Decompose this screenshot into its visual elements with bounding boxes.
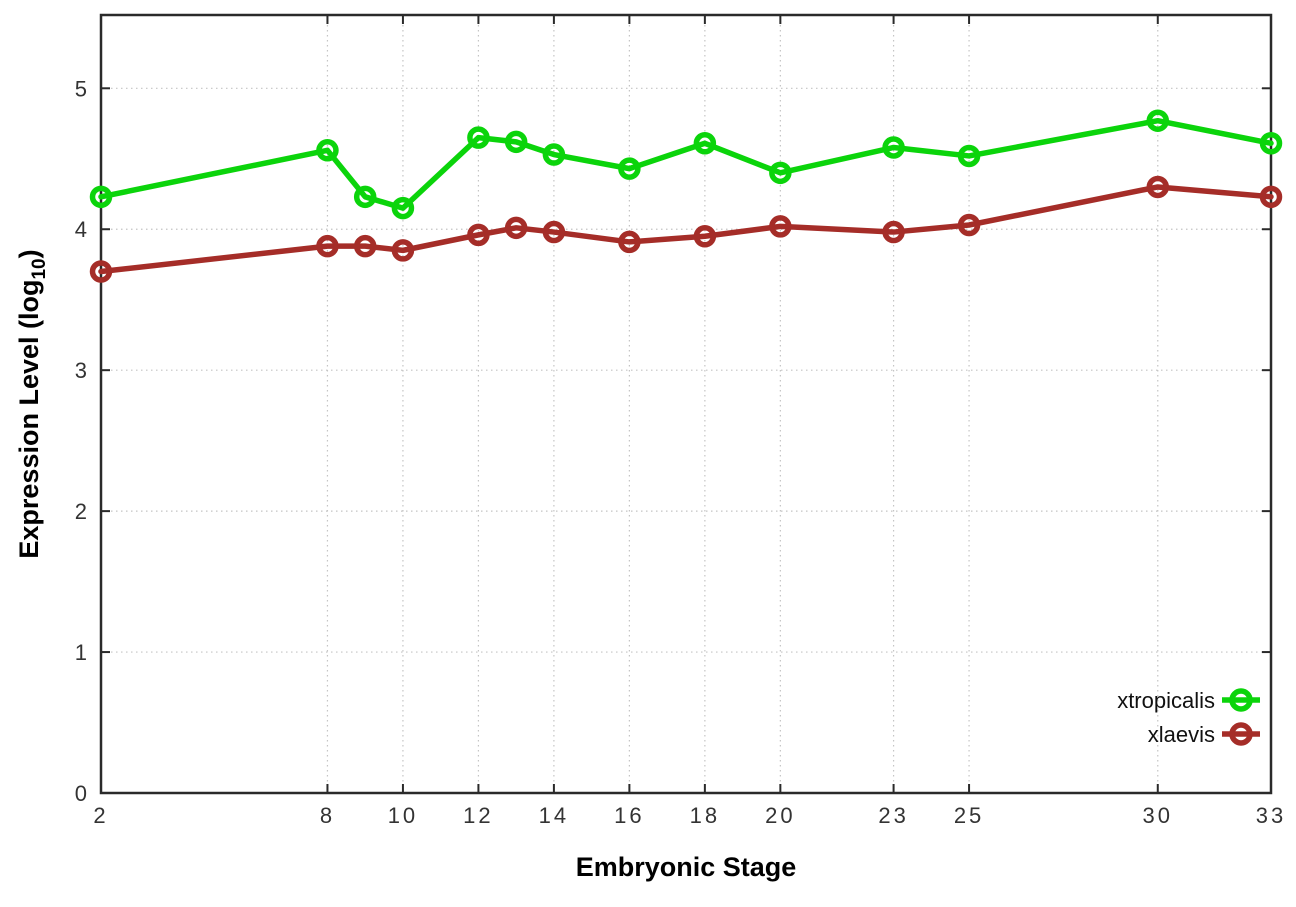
x-tick-label: 33 [1256, 803, 1286, 828]
data-point-xtropicalis [769, 161, 792, 185]
x-tick-labels: 2 8 10 12 14 16 18 20 23 25 30 33 [93, 803, 1286, 828]
y-tick-label: 1 [75, 640, 87, 665]
data-point-xtropicalis [957, 144, 981, 168]
data-point-xlaevis [1259, 185, 1283, 209]
y-axis-title-close: ) [14, 249, 44, 258]
data-point-xlaevis [467, 223, 490, 247]
data-point-xtropicalis [353, 185, 377, 209]
x-tick-label: 16 [614, 803, 644, 828]
x-tick-label: 12 [463, 803, 493, 828]
x-tick-label: 30 [1143, 803, 1173, 828]
gridlines [101, 15, 1271, 793]
y-axis-title-main: Expression Level (log [14, 280, 44, 559]
y-tick-label: 4 [75, 217, 87, 242]
data-point-xtropicalis [89, 185, 113, 209]
x-tick-label: 23 [878, 803, 908, 828]
data-series [89, 109, 1283, 283]
data-point-xtropicalis [391, 196, 415, 220]
data-point-xlaevis [618, 230, 641, 254]
y-tick-label: 0 [75, 781, 87, 806]
data-point-xtropicalis [542, 143, 566, 166]
data-point-xlaevis [542, 220, 566, 244]
x-tick-label: 10 [388, 803, 418, 828]
data-point-xlaevis [882, 220, 905, 244]
y-tick-label: 5 [75, 76, 87, 101]
legend-sample-marker-xlaevis [1229, 722, 1253, 746]
data-point-xtropicalis [1146, 109, 1170, 132]
x-tick-label: 20 [765, 803, 795, 828]
x-tick-label: 8 [320, 803, 335, 828]
y-axis-title: Expression Level (log10) [14, 249, 50, 558]
y-tick-label: 3 [75, 358, 87, 383]
data-point-xtropicalis [693, 132, 717, 155]
data-point-xtropicalis [618, 157, 641, 180]
y-tick-labels: 0 1 2 3 4 5 [75, 76, 87, 806]
y-axis-title-subscript: 10 [29, 258, 50, 279]
x-tick-label: 18 [690, 803, 720, 828]
data-point-xlaevis [391, 239, 415, 262]
data-point-xtropicalis [1259, 132, 1283, 155]
legend-label-xtropicalis: xtropicalis [1117, 688, 1215, 713]
x-tick-label: 25 [954, 803, 984, 828]
data-point-xlaevis [316, 234, 339, 258]
legend-label-xlaevis: xlaevis [1148, 722, 1215, 747]
y-tick-label: 2 [75, 499, 87, 524]
legend: xtropicalis xlaevis [1117, 688, 1260, 747]
x-tick-label: 14 [539, 803, 569, 828]
data-point-xlaevis [957, 213, 981, 237]
data-point-xlaevis [353, 234, 377, 258]
data-point-xtropicalis [467, 126, 490, 149]
x-axis-title: Embryonic Stage [576, 852, 797, 882]
series-line-xtropicalis [98, 117, 1274, 211]
data-point-xtropicalis [316, 139, 339, 162]
data-point-xlaevis [693, 225, 717, 248]
data-point-xtropicalis [882, 136, 905, 159]
data-point-xtropicalis [504, 130, 528, 154]
data-point-xlaevis [504, 216, 528, 240]
data-point-xlaevis [769, 215, 792, 238]
axis-ticks [100, 15, 1272, 794]
x-tick-label: 2 [93, 803, 108, 828]
data-point-xlaevis [89, 260, 113, 283]
data-point-xlaevis [1146, 175, 1170, 199]
plot-border [99, 13, 1273, 795]
legend-sample-marker-xtropicalis [1229, 688, 1253, 712]
